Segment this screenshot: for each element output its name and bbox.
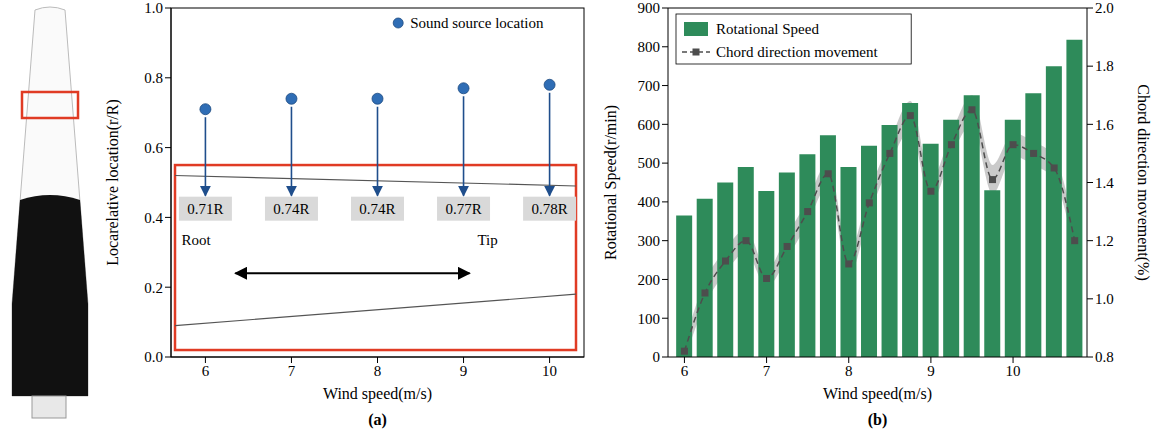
svg-text:9: 9 — [460, 363, 468, 379]
svg-text:9: 9 — [927, 363, 935, 379]
svg-text:1.4: 1.4 — [1095, 175, 1114, 191]
svg-text:100: 100 — [638, 311, 661, 327]
svg-text:8: 8 — [845, 363, 853, 379]
svg-text:7: 7 — [288, 363, 296, 379]
svg-text:600: 600 — [638, 117, 661, 133]
svg-text:0.8: 0.8 — [1095, 349, 1114, 365]
svg-text:10: 10 — [1006, 363, 1021, 379]
svg-text:0.74R: 0.74R — [273, 201, 309, 217]
svg-text:0.4: 0.4 — [144, 210, 163, 226]
svg-text:Root: Root — [181, 232, 211, 248]
svg-text:1.2: 1.2 — [1095, 233, 1114, 249]
svg-text:Tip: Tip — [477, 232, 497, 248]
svg-text:0.0: 0.0 — [144, 349, 163, 365]
svg-text:Wind speed(m/s): Wind speed(m/s) — [323, 385, 432, 403]
svg-text:0.2: 0.2 — [144, 280, 163, 296]
svg-text:8: 8 — [374, 363, 382, 379]
svg-text:Sound source location: Sound source location — [410, 15, 544, 31]
svg-text:300: 300 — [638, 233, 661, 249]
svg-text:Rotational Speed: Rotational Speed — [716, 21, 819, 37]
svg-text:800: 800 — [638, 39, 661, 55]
svg-text:6: 6 — [202, 363, 210, 379]
svg-text:900: 900 — [638, 0, 661, 16]
svg-text:200: 200 — [638, 272, 661, 288]
html-text:(b): (b) — [867, 411, 888, 428]
svg-text:7: 7 — [763, 363, 771, 379]
svg-text:0: 0 — [653, 349, 661, 365]
svg-text:10: 10 — [542, 363, 557, 379]
svg-text:500: 500 — [638, 155, 661, 171]
svg-text:0.8: 0.8 — [144, 70, 163, 86]
svg-text:1.6: 1.6 — [1095, 117, 1114, 133]
svg-text:400: 400 — [638, 194, 661, 210]
html-text:(a): (a) — [368, 411, 387, 428]
svg-text:0.78R: 0.78R — [531, 201, 567, 217]
svg-text:0.77R: 0.77R — [445, 201, 481, 217]
svg-text:Rotational Speed(r/min): Rotational Speed(r/min) — [602, 105, 620, 260]
svg-text:700: 700 — [638, 78, 661, 94]
svg-text:0.74R: 0.74R — [359, 201, 395, 217]
svg-text:1.8: 1.8 — [1095, 58, 1114, 74]
svg-text:2.0: 2.0 — [1095, 0, 1114, 16]
svg-text:0.6: 0.6 — [144, 140, 163, 156]
svg-text:Chord direction movement(%): Chord direction movement(%) — [1134, 84, 1152, 280]
svg-text:1.0: 1.0 — [144, 0, 163, 16]
svg-text:0.71R: 0.71R — [187, 201, 223, 217]
svg-text:1.0: 1.0 — [1095, 291, 1114, 307]
svg-text:Locarelative location(r/R): Locarelative location(r/R) — [104, 99, 122, 266]
svg-text:Wind speed(m/s): Wind speed(m/s) — [823, 385, 932, 403]
svg-text:6: 6 — [681, 363, 689, 379]
svg-text:Chord direction movement: Chord direction movement — [716, 44, 878, 60]
